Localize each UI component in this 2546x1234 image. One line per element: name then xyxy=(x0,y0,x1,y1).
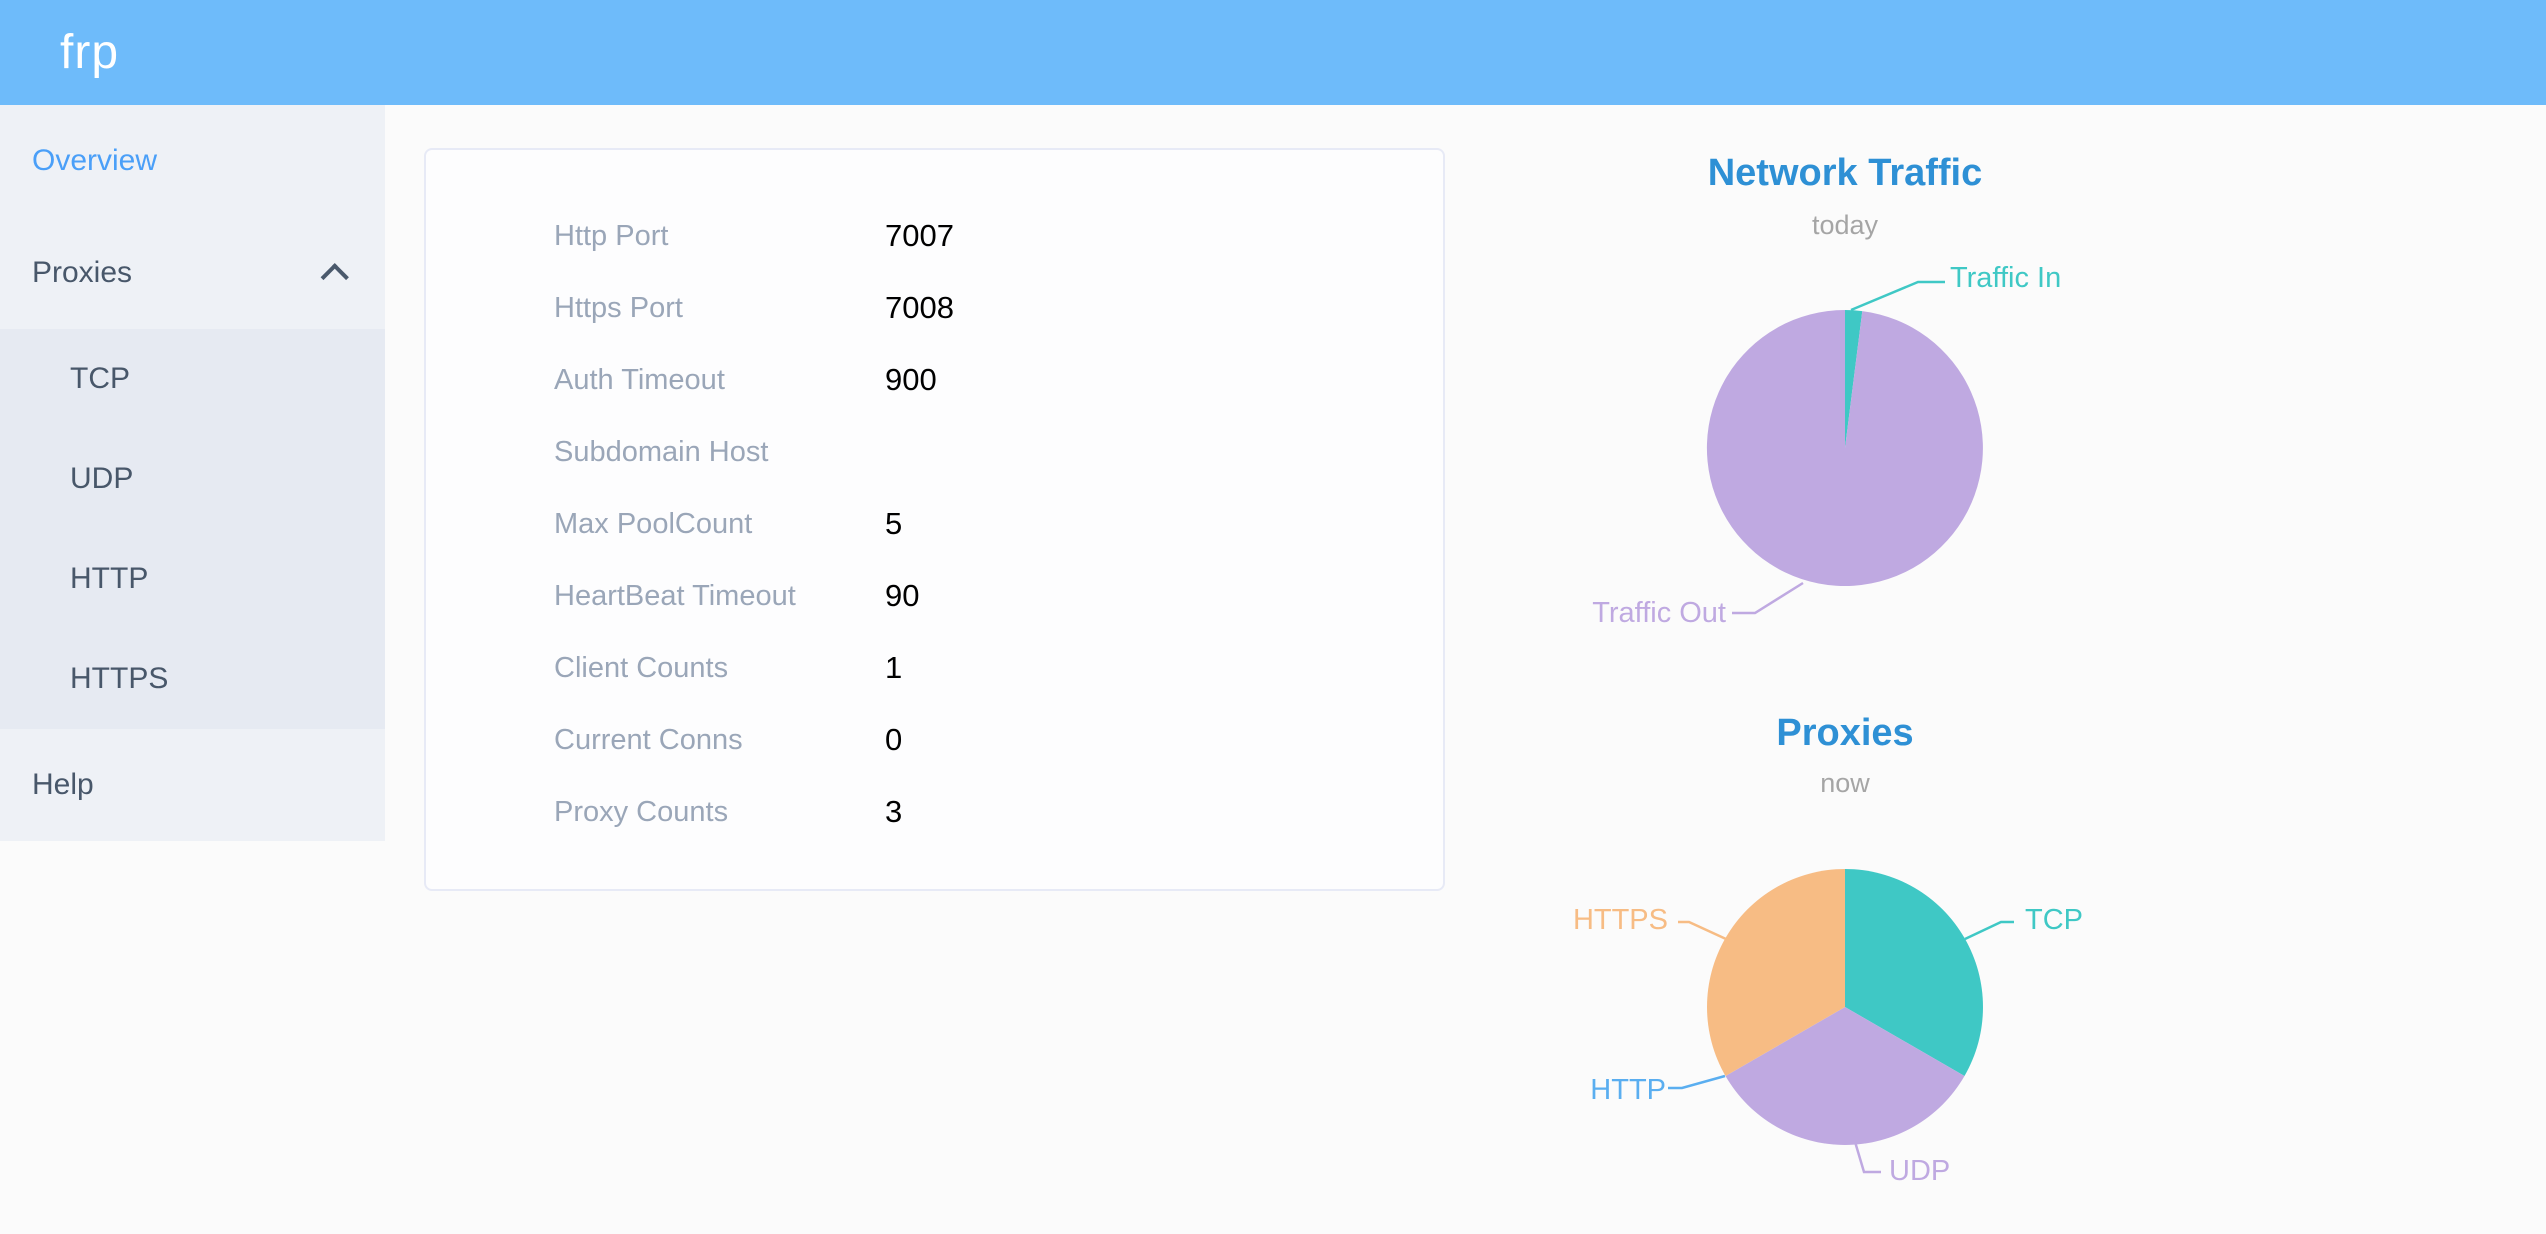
tcp-leader-line xyxy=(1964,920,2014,941)
https-slice[interactable] xyxy=(1707,869,1845,1076)
sidebar-item-label: Proxies xyxy=(32,256,133,289)
sidebar-item-label: TCP xyxy=(70,362,130,395)
row-value: 900 xyxy=(885,362,937,397)
sidebar-item-label: Overview xyxy=(32,144,158,177)
row-label: Subdomain Host xyxy=(554,435,769,468)
row-label: Http Port xyxy=(554,219,669,252)
sidebar-item-tcp[interactable]: TCP xyxy=(0,329,385,429)
table-row: Client Counts 1 xyxy=(426,632,1443,704)
tcp-label: TCP xyxy=(2025,904,2083,936)
app-logo: frp xyxy=(60,26,120,79)
row-label: Https Port xyxy=(554,291,683,324)
https-label: HTTPS xyxy=(1572,904,1668,936)
row-label: Proxy Counts xyxy=(554,795,729,828)
proxies-pie[interactable] xyxy=(1560,830,2130,1220)
sidebar-item-https[interactable]: HTTPS xyxy=(0,629,385,729)
sidebar-item-help[interactable]: Help xyxy=(0,729,385,841)
traffic-out-slice[interactable] xyxy=(1706,309,1983,586)
udp-leader-line xyxy=(1851,1134,1881,1174)
network-traffic-subtitle: today xyxy=(1811,210,1879,240)
proxies-chart-title: Proxies xyxy=(1776,712,1914,754)
http-label: HTTP xyxy=(1590,1074,1666,1106)
app-header: frp xyxy=(0,0,2546,105)
sidebar-item-overview[interactable]: Overview xyxy=(0,105,385,217)
row-label: Max PoolCount xyxy=(554,507,753,540)
sidebar-item-label: HTTPS xyxy=(70,662,169,695)
row-value: 7008 xyxy=(885,290,954,325)
row-value: 1 xyxy=(885,650,903,685)
table-row: Current Conns 0 xyxy=(426,704,1443,776)
traffic-out-leader-line xyxy=(1732,581,1804,615)
sidebar-item-label: HTTP xyxy=(70,562,149,595)
traffic-in-slice[interactable] xyxy=(1845,310,1863,448)
row-value: 90 xyxy=(885,578,920,613)
https-leader-line xyxy=(1678,920,1727,941)
row-value: 7007 xyxy=(885,218,954,253)
traffic-in-label: Traffic In xyxy=(1950,262,2062,294)
row-value: 3 xyxy=(885,794,903,829)
sidebar-item-proxies[interactable]: Proxies xyxy=(0,217,385,329)
table-row: Http Port 7007 xyxy=(426,200,1443,272)
udp-slice[interactable] xyxy=(1725,1007,1965,1145)
table-row: Auth Timeout 900 xyxy=(426,344,1443,416)
sidebar-item-udp[interactable]: UDP xyxy=(0,429,385,529)
row-label: Client Counts xyxy=(554,651,729,684)
http-leader-line xyxy=(1668,1074,1726,1090)
traffic-out-label: Traffic Out xyxy=(1592,597,1726,629)
chevron-up-icon xyxy=(320,263,349,292)
row-label: Auth Timeout xyxy=(554,363,725,396)
sidebar: Overview Proxies TCP UDP HTTP HTTPS Help xyxy=(0,105,385,841)
network-traffic-pie[interactable] xyxy=(1560,260,2130,650)
udp-label: UDP xyxy=(1889,1155,1951,1187)
tcp-slice[interactable] xyxy=(1845,869,1983,1076)
table-row: HeartBeat Timeout 90 xyxy=(426,560,1443,632)
table-row: Subdomain Host xyxy=(426,416,1443,488)
proxies-submenu: TCP UDP HTTP HTTPS xyxy=(0,329,385,729)
server-info-table: Http Port 7007 Https Port 7008 Auth Time… xyxy=(426,200,1443,848)
table-row: Proxy Counts 3 xyxy=(426,776,1443,848)
sidebar-item-label: Help xyxy=(32,768,94,801)
table-row: Max PoolCount 5 xyxy=(426,488,1443,560)
sidebar-item-http[interactable]: HTTP xyxy=(0,529,385,629)
sidebar-item-label: UDP xyxy=(70,462,134,495)
row-value: 0 xyxy=(885,722,903,757)
proxies-chart-subtitle: now xyxy=(1820,768,1870,798)
row-value: 5 xyxy=(885,506,903,541)
server-info-card: Http Port 7007 Https Port 7008 Auth Time… xyxy=(424,148,1445,891)
table-row: Https Port 7008 xyxy=(426,272,1443,344)
traffic-in-leader-line xyxy=(1850,280,1945,312)
row-label: Current Conns xyxy=(554,723,743,756)
row-label: HeartBeat Timeout xyxy=(554,579,796,612)
network-traffic-title: Network Traffic xyxy=(1707,152,1983,194)
